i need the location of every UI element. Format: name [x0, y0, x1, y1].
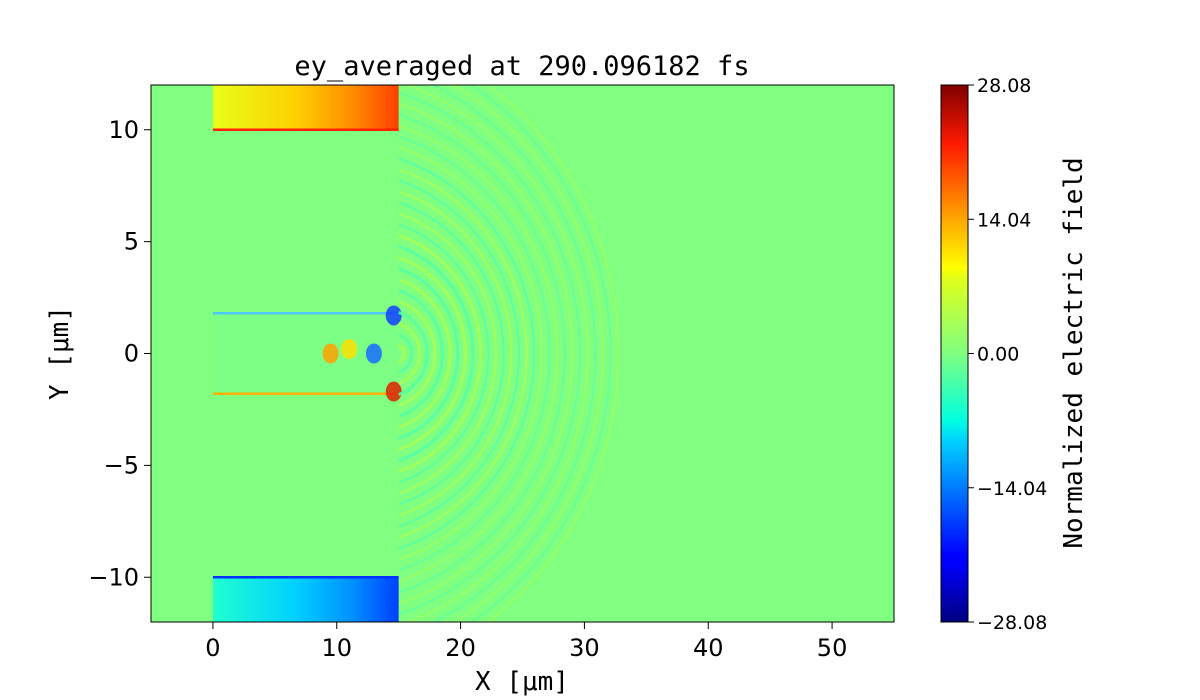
- field-hotspot: [365, 343, 382, 364]
- wavefront: [398, 333, 414, 374]
- x-tick-label: 40: [693, 634, 724, 662]
- field-hotspot: [385, 381, 402, 402]
- colorbar-tick-label: 28.08: [977, 75, 1031, 97]
- wavefront: [398, 190, 513, 517]
- x-tick-label: 50: [817, 634, 848, 662]
- wavefront: [398, 212, 497, 495]
- field-region-upper: [212, 85, 399, 130]
- wavefront: [398, 179, 520, 528]
- x-tick-label: 20: [445, 634, 476, 662]
- wavefront: [398, 91, 582, 616]
- wavefront: [398, 245, 475, 462]
- wavefront: [398, 344, 406, 363]
- colorbar: [940, 84, 969, 623]
- wavefront: [398, 102, 574, 605]
- field-hotspot: [322, 343, 339, 364]
- field-hotspot: [385, 305, 402, 326]
- wavefront: [398, 157, 536, 550]
- wavefront: [486, 85, 620, 622]
- y-axis-label: Y [μm]: [45, 306, 75, 400]
- colorbar-tick-label: −28.08: [977, 612, 1047, 634]
- wavefront: [405, 85, 589, 622]
- colorbar-label: Normalized electric field: [1059, 157, 1089, 548]
- wavefront: [398, 289, 444, 418]
- x-axis-label: X [μm]: [475, 667, 569, 697]
- plot-area: [151, 85, 894, 622]
- wavefront: [431, 85, 597, 622]
- wavefront: [398, 322, 421, 385]
- wavefront: [398, 234, 483, 473]
- y-tick-label: −10: [88, 563, 139, 591]
- wavefront: [451, 85, 605, 622]
- wavefront: [398, 300, 437, 407]
- field-region-lower: [212, 577, 399, 622]
- wavefront: [398, 124, 559, 583]
- wavefront: [398, 113, 566, 594]
- field-hotspot: [341, 339, 358, 360]
- chart-title: ey_averaged at 290.096182 fs: [294, 51, 749, 82]
- y-tick-label: 10: [108, 116, 139, 144]
- y-tick-label: −5: [104, 451, 139, 479]
- x-tick-label: 0: [205, 634, 220, 662]
- x-tick-label: 10: [321, 634, 352, 662]
- wavefront: [398, 146, 543, 561]
- colorbar-tick-label: −14.04: [977, 478, 1047, 500]
- wavefront: [398, 223, 490, 484]
- wavefront: [398, 278, 452, 429]
- wavefront: [398, 267, 460, 440]
- wavefront: [398, 311, 429, 396]
- y-tick-label: 0: [124, 340, 139, 368]
- wavefront: [470, 85, 612, 622]
- wavefront: [398, 256, 467, 451]
- colorbar-tick-label: 0.00: [977, 344, 1019, 366]
- wavefront: [398, 201, 505, 506]
- wavefront: [398, 168, 528, 539]
- x-tick-label: 30: [569, 634, 600, 662]
- colorbar-tick-label: 14.04: [977, 209, 1031, 231]
- y-tick-label: 5: [124, 228, 139, 256]
- wavefront: [398, 135, 551, 572]
